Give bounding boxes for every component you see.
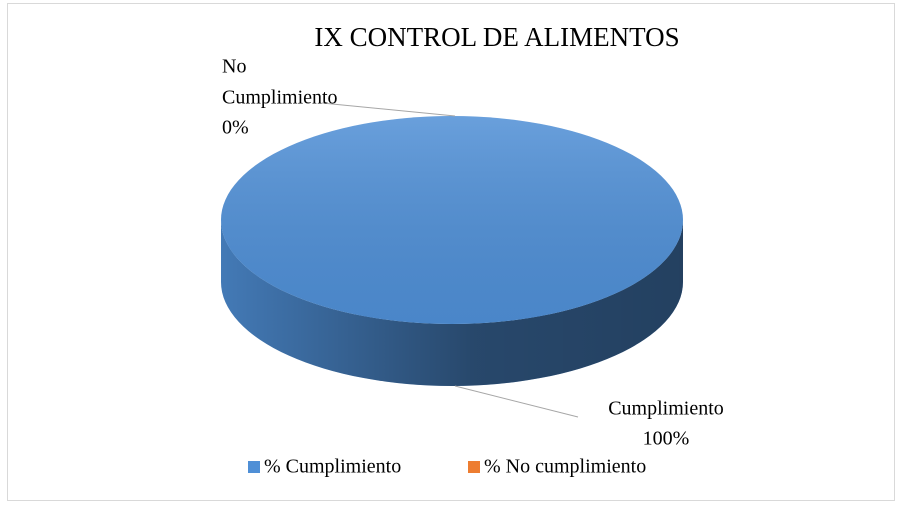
pie [221, 116, 683, 386]
data-label-value: 100% [643, 428, 690, 450]
leader-line [454, 385, 579, 418]
data-label-name: No [222, 56, 246, 78]
chart-title: IX CONTROL DE ALIMENTOS [314, 22, 679, 52]
leader-line [321, 102, 456, 117]
data-label-name: Cumplimiento [222, 87, 338, 109]
data-label-value: 0% [222, 117, 249, 139]
legend: % Cumplimiento % No cumplimiento [248, 456, 646, 478]
legend-swatch [468, 461, 480, 473]
top-shade [221, 116, 683, 324]
legend-label: % No cumplimiento [484, 456, 646, 478]
legend-swatch [248, 461, 260, 473]
data-label-name: Cumplimiento [608, 398, 724, 420]
side-shade [221, 220, 683, 386]
data-labels: Cumplimiento 100% No Cumplimiento 0% [222, 56, 724, 450]
legend-label: % Cumplimiento [264, 456, 401, 478]
